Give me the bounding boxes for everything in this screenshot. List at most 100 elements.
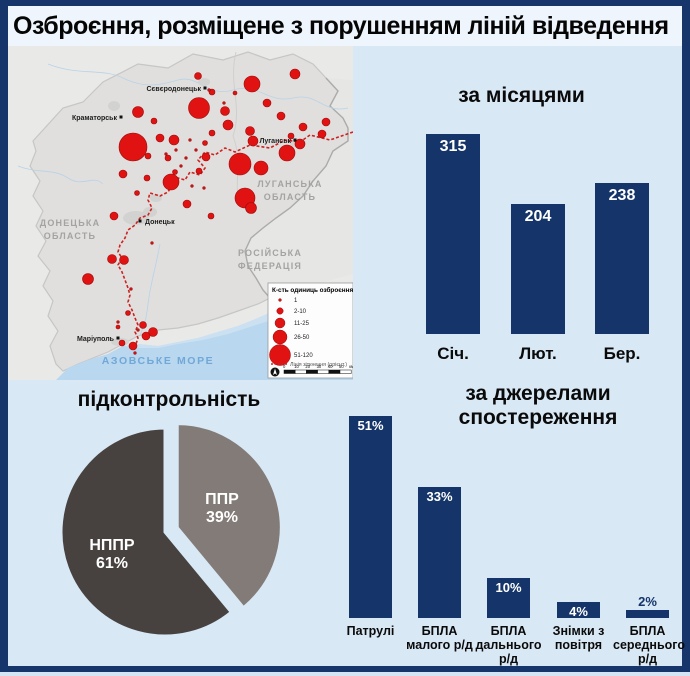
weapon-location-dot [164, 152, 168, 156]
weapon-location-dot [164, 154, 172, 162]
weapon-location-dot [222, 119, 234, 131]
month-bar-value: 204 [524, 208, 552, 225]
scale-bar-segment [339, 369, 352, 374]
weapon-location-dot [174, 148, 178, 152]
city-marker [293, 138, 297, 142]
weapon-location-dot [207, 88, 211, 92]
pie-slice-ппр [175, 422, 283, 610]
weapon-location-dot [253, 160, 269, 176]
scale-bar-segment [317, 369, 330, 374]
weapon-location-dot [162, 173, 180, 191]
weapon-location-dot [172, 169, 178, 175]
main-panel: Сєвєродонецьк Краматорськ Луганськ Донецьк М… [8, 46, 685, 666]
source-bar: 51% [349, 416, 392, 618]
russia-territory [245, 78, 353, 298]
month-bar: 204 [511, 204, 565, 334]
pie-slice-label: НППР 61% [89, 537, 135, 572]
pie-svg: ППР 39% НППР 61% [59, 422, 283, 638]
weapon-location-dot [144, 152, 152, 160]
weapon-location-dot [129, 287, 133, 291]
weapon-location-dot [188, 138, 192, 142]
source-bar-value: 2% [638, 594, 657, 609]
weapon-location-dot [208, 129, 216, 137]
weapon-location-dot [207, 212, 215, 220]
weapon-location-dot [128, 341, 138, 351]
weapon-location-dot [202, 186, 206, 190]
legend-dot [274, 317, 286, 329]
weapon-location-dot [298, 122, 308, 132]
source-bar: 10% [487, 578, 530, 618]
weapon-location-dot [109, 211, 119, 221]
control-pie-chart: підконтрольність ППР 39% НППР 61% [8, 380, 330, 666]
month-category-label: Січ. [437, 344, 469, 363]
weapon-location-dot [190, 184, 194, 188]
scale-tick: 10 [294, 364, 299, 369]
weapon-location-dot [148, 327, 158, 337]
source-bar: 4% [557, 602, 600, 619]
sources-chart-title: за джерелами спостереження [458, 382, 618, 429]
legend-contact-line-label: Лінія зіткнення (орієнт.) [290, 362, 347, 368]
legend-title: К-сть одиниць озброєння [272, 286, 353, 294]
weapon-location-dot [201, 152, 211, 162]
weapon-location-dot [195, 167, 203, 175]
weapon-location-dot [116, 320, 120, 324]
weapon-location-dot [125, 310, 131, 316]
weapon-location-dot [232, 90, 238, 96]
weapon-location-dot [245, 202, 257, 214]
source-category-label: Знімки з повітря [552, 624, 605, 652]
weapon-location-dot [194, 72, 202, 80]
sea-label: АЗОВСЬКЕ МОРЕ [102, 355, 215, 367]
weapon-location-dot [228, 152, 252, 176]
weapon-location-dot [136, 328, 140, 332]
oblast-boundary [232, 51, 241, 207]
weapon-location-dot [155, 133, 165, 143]
city-label: Сєвєродонецьк [147, 86, 202, 93]
page-title: Озброєння, розміщене з порушенням ліній … [13, 11, 669, 40]
weapon-location-dot [247, 135, 259, 147]
city-label: Донецьк [145, 219, 175, 226]
legend-dot [269, 344, 291, 366]
weapon-location-dot [168, 134, 180, 146]
source-category-label: БПЛА середнього р/д [613, 624, 685, 666]
scale-bar-segment [328, 369, 341, 374]
source-bar-value: 51% [357, 418, 384, 433]
weapon-dots [82, 68, 331, 355]
pie-chart-title: підконтрольність [77, 388, 261, 411]
sources-bar-chart: за джерелами спостереження 51% Патрулі 33%… [330, 380, 685, 666]
months-chart-title: за місяцями [458, 84, 585, 107]
contact-line [117, 131, 353, 350]
source-bar: 33% [418, 487, 461, 618]
urban-areas [108, 78, 306, 346]
city-marker [116, 336, 120, 340]
month-bar: 315 [426, 134, 480, 334]
weapon-location-dot [82, 273, 94, 285]
weapon-location-dot [278, 144, 296, 162]
city-marker [203, 86, 207, 90]
weapon-location-dot [143, 174, 151, 182]
weapon-location-dot [222, 101, 226, 105]
weapon-location-dot [289, 68, 301, 80]
weapon-location-dot [188, 97, 210, 119]
weapon-location-dot [179, 164, 183, 168]
source-category-label: БПЛА малого р/д [406, 624, 473, 652]
state-border-line [244, 77, 349, 299]
weapon-location-dot [287, 132, 295, 140]
source-bar-value: 10% [495, 580, 522, 595]
source-category-label: БПЛА дальнього р/д [475, 624, 542, 666]
month-bar-value: 315 [439, 138, 467, 155]
weapon-location-dot [182, 199, 192, 209]
scale-bar-segment [306, 369, 318, 374]
weapon-location-dot [243, 75, 261, 93]
source-bar-value: 33% [426, 489, 453, 504]
city-label: Краматорськ [72, 115, 118, 122]
months-bar-chart: за місяцями 315 Січ. 204 Лют. 238 Бер. [361, 46, 682, 380]
source-category-label: Патрулі [346, 624, 395, 638]
month-bar: 238 [595, 183, 649, 334]
scale-tick: 40 [328, 364, 333, 369]
weapon-location-dot [184, 156, 188, 160]
source-bar-value: 4% [569, 604, 588, 619]
weapon-location-dot [202, 140, 208, 146]
weapon-location-dot [118, 132, 148, 162]
region-label: ЛУГАНСЬКА ОБЛАСТЬ [257, 179, 322, 202]
map-legend: К-сть одиниць озброєння 1 2-10 11-25 26-50 51… [267, 282, 353, 379]
